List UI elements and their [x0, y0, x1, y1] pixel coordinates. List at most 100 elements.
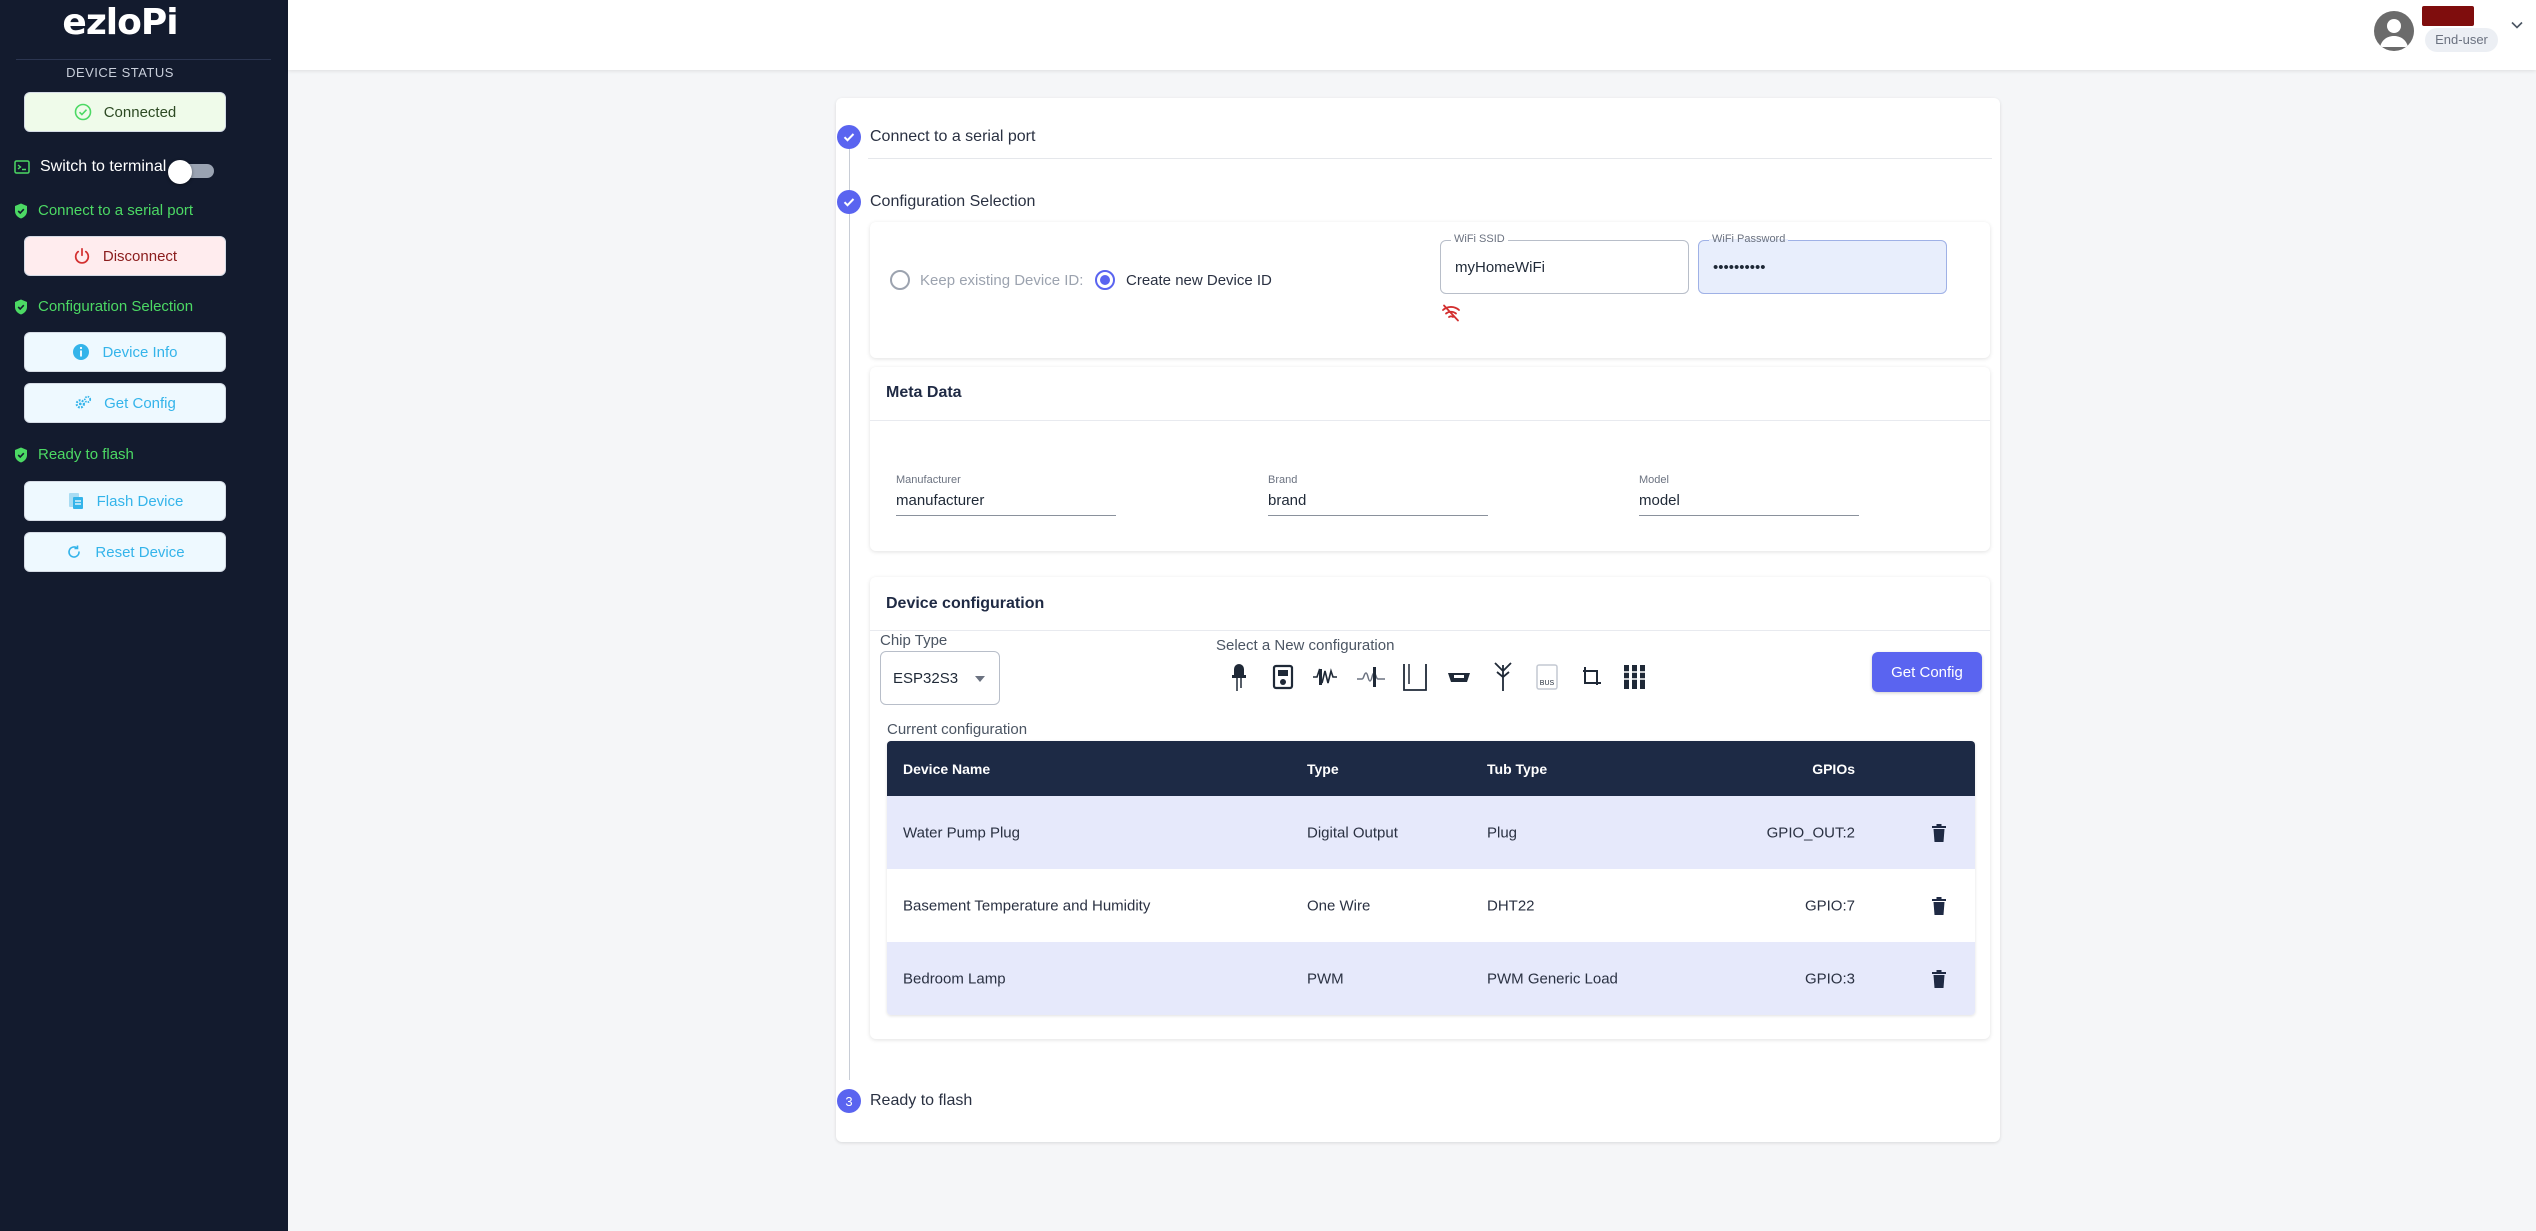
wifi-off-icon[interactable] — [1441, 304, 1461, 322]
wifi-ssid-field[interactable]: WiFi SSID myHomeWiFi — [1440, 233, 1689, 294]
wifi-password-value: •••••••••• — [1713, 259, 1766, 276]
redacted-username — [2422, 6, 2474, 26]
info-icon — [72, 343, 90, 361]
step-2-label: Configuration Selection — [870, 193, 1036, 210]
step-3-label: Ready to flash — [870, 1092, 973, 1109]
delete-icon[interactable] — [1931, 969, 1947, 989]
sidebar-step-connect: Connect to a serial port — [14, 202, 193, 219]
keep-device-id-label: Keep existing Device ID: — [920, 272, 1084, 289]
column-header-tub-type: Tub Type — [1487, 760, 1548, 777]
digital-input-icon[interactable] — [1311, 660, 1343, 694]
brand-field[interactable]: Brand brand — [1268, 474, 1488, 516]
connected-label: Connected — [103, 103, 177, 121]
sidebar: ezloPi DEVICE STATUS Connected Switch to… — [0, 0, 288, 1231]
model-field[interactable]: Model model — [1639, 474, 1859, 516]
app-logo: ezloPi — [62, 2, 178, 43]
terminal-icon — [14, 160, 30, 174]
sidebar-get-config-label: Get Config — [104, 394, 176, 412]
device-name-cell: Basement Temperature and Humidity — [903, 897, 1151, 914]
wifi-password-field[interactable]: WiFi Password •••••••••• — [1698, 233, 1947, 294]
device-name-cell: Bedroom Lamp — [903, 970, 1006, 987]
gpio-cell: GPIO_OUT:2 — [1766, 824, 1855, 841]
sidebar-step-config: Configuration Selection — [14, 298, 193, 315]
device-info-button[interactable]: Device Info — [24, 332, 226, 372]
wifi-ssid-label: WiFi SSID — [1451, 233, 1508, 245]
meta-data-divider — [870, 420, 1990, 421]
disconnect-button[interactable]: Disconnect — [24, 236, 226, 276]
spi-icon[interactable] — [1575, 660, 1607, 694]
table-header: Device Name Type Tub Type GPIOs — [887, 741, 1975, 796]
shield-check-icon — [15, 447, 27, 462]
delete-icon[interactable] — [1931, 823, 1947, 843]
meta-data-title: Meta Data — [886, 384, 962, 401]
manufacturer-value: manufacturer — [896, 492, 985, 509]
top-header — [288, 0, 2536, 70]
check-circle-icon — [74, 103, 92, 121]
terminal-row: Switch to terminal — [14, 158, 166, 176]
analog-input-icon[interactable] — [1355, 660, 1387, 694]
delete-icon[interactable] — [1931, 896, 1947, 916]
create-device-id-label: Create new Device ID — [1126, 272, 1272, 289]
shield-check-icon — [15, 299, 27, 314]
step-2-check-icon — [837, 190, 861, 214]
chevron-down-icon[interactable] — [2510, 20, 2524, 30]
keep-device-id-radio[interactable] — [890, 270, 910, 290]
reset-device-button[interactable]: Reset Device — [24, 532, 226, 572]
table-row[interactable]: Bedroom Lamp PWM PWM Generic Load GPIO:3 — [887, 942, 1975, 1015]
user-avatar-icon[interactable] — [2374, 11, 2414, 51]
onewire-icon[interactable] — [1443, 660, 1475, 694]
manufacturer-label: Manufacturer — [896, 474, 961, 486]
reset-device-label: Reset Device — [95, 543, 185, 561]
subtype-cell: PWM Generic Load — [1487, 970, 1618, 987]
stepper-line — [849, 148, 850, 1080]
led-icon[interactable] — [1223, 660, 1255, 694]
wifi-password-label: WiFi Password — [1709, 233, 1789, 245]
chip-type-select[interactable]: ESP32S3 — [880, 651, 1000, 705]
terminal-label: Switch to terminal — [40, 158, 167, 175]
sidebar-divider — [16, 59, 271, 60]
current-config-table: Device Name Type Tub Type GPIOs Water Pu… — [887, 741, 1975, 1015]
gears-icon — [74, 394, 92, 412]
brand-label: Brand — [1268, 474, 1298, 486]
device-info-label: Device Info — [102, 343, 178, 361]
type-cell: Digital Output — [1307, 824, 1398, 841]
type-cell: One Wire — [1307, 897, 1371, 914]
table-row[interactable]: Basement Temperature and Humidity One Wi… — [887, 869, 1975, 942]
flash-device-button[interactable]: Flash Device — [24, 481, 226, 521]
flash-device-label: Flash Device — [96, 492, 184, 510]
model-label: Model — [1639, 474, 1669, 486]
antenna-icon[interactable] — [1487, 660, 1519, 694]
select-new-config-label: Select a New configuration — [1216, 637, 1395, 654]
sidebar-get-config-button[interactable]: Get Config — [24, 383, 226, 423]
get-config-button[interactable]: Get Config — [1872, 652, 1982, 692]
i2c-icon[interactable]: BUS — [1531, 660, 1563, 694]
step-3-number: 3 — [837, 1089, 861, 1113]
sidebar-step-config-label: Configuration Selection — [38, 298, 194, 315]
brand-value: brand — [1268, 492, 1307, 509]
step-1-check-icon — [837, 125, 861, 149]
connected-status-button[interactable]: Connected — [24, 92, 226, 132]
shield-check-icon — [15, 203, 27, 218]
chip-type-label: Chip Type — [880, 632, 948, 649]
device-configuration-title: Device configuration — [886, 595, 1045, 612]
dropdown-arrow-icon — [975, 676, 985, 682]
manufacturer-field[interactable]: Manufacturer manufacturer — [896, 474, 1116, 516]
table-row[interactable]: Water Pump Plug Digital Output Plug GPIO… — [887, 796, 1975, 869]
create-device-id-radio[interactable] — [1095, 270, 1115, 290]
power-icon — [73, 247, 91, 265]
terminal-toggle[interactable] — [168, 160, 216, 184]
relay-icon[interactable] — [1267, 660, 1299, 694]
meta-data-panel: Meta Data — [870, 367, 1990, 551]
subtype-cell: DHT22 — [1487, 897, 1535, 914]
sensor-array-icon[interactable] — [1619, 660, 1651, 694]
model-value: model — [1639, 492, 1680, 509]
config-type-icons: BUS — [1223, 660, 1651, 694]
pwm-icon[interactable] — [1399, 660, 1431, 694]
column-header-device-name: Device Name — [903, 760, 991, 777]
wifi-ssid-value: myHomeWiFi — [1455, 259, 1545, 276]
disconnect-label: Disconnect — [102, 247, 178, 265]
device-status-label: DEVICE STATUS — [66, 65, 174, 80]
step-1-label: Connect to a serial port — [870, 128, 1036, 145]
current-config-label: Current configuration — [887, 721, 1028, 738]
subtype-cell: Plug — [1487, 824, 1518, 841]
